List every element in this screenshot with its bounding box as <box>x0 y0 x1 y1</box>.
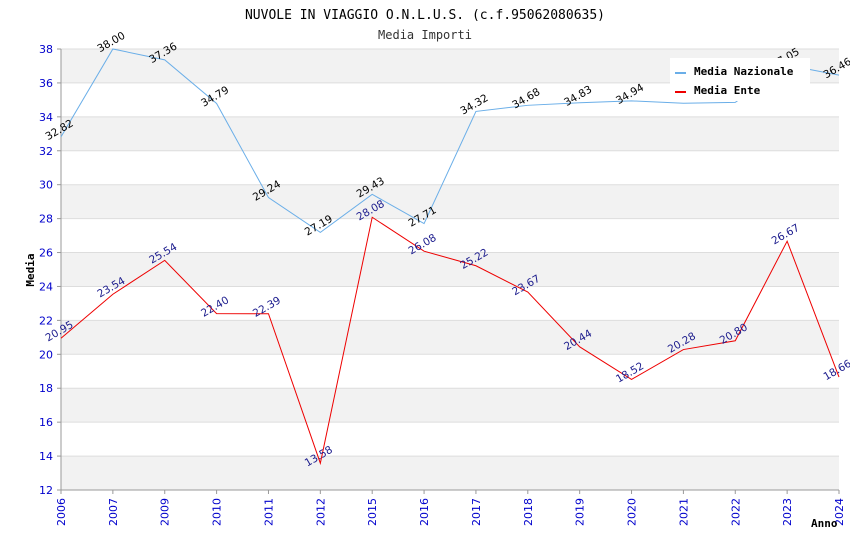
data-label: 18.52 <box>614 360 646 385</box>
x-tick-label: 2019 <box>574 498 587 526</box>
x-tick-label: 2017 <box>470 498 483 526</box>
x-tick-label: 2018 <box>522 498 535 526</box>
x-tick-label: 2010 <box>211 498 224 526</box>
x-tick-label: 2011 <box>262 498 275 526</box>
y-tick-label: 28 <box>39 213 53 226</box>
chart-title: NUVOLE IN VIAGGIO O.N.L.U.S. (c.f.950620… <box>245 8 605 23</box>
y-tick-label: 22 <box>39 314 53 327</box>
axes <box>60 49 839 491</box>
data-label: 22.40 <box>199 294 231 319</box>
y-tick-label: 20 <box>39 348 53 361</box>
data-label: 34.94 <box>614 81 646 107</box>
y-tick-label: 26 <box>39 247 53 260</box>
x-tick-label: 2012 <box>314 498 327 526</box>
chart-subtitle: Media Importi <box>378 28 472 42</box>
grid-lines <box>61 48 839 491</box>
data-label: 22.39 <box>251 294 283 319</box>
y-tick-label: 30 <box>39 179 53 192</box>
legend-label-nazionale: Media Nazionale <box>694 65 794 78</box>
x-tick-label: 2006 <box>55 498 68 526</box>
y-tick-label: 18 <box>39 382 53 395</box>
grid-bands <box>61 49 839 490</box>
y-tick-label: 14 <box>39 450 53 463</box>
y-tick-label: 38 <box>39 43 53 56</box>
y-axis-ticks: 12 14 16 18 20 22 24 26 28 30 32 34 36 38 <box>39 43 61 497</box>
series-line <box>60 216 840 466</box>
y-axis-label: Media <box>24 253 37 286</box>
series-lines <box>60 48 840 466</box>
grid-band <box>61 184 839 219</box>
grid-band <box>61 388 839 423</box>
grid-band <box>61 116 839 151</box>
series-line <box>60 48 840 233</box>
data-label: 34.79 <box>199 84 231 109</box>
x-tick-label: 2022 <box>729 498 742 526</box>
y-tick-label: 24 <box>39 280 53 293</box>
x-tick-label: 2015 <box>366 498 379 526</box>
x-axis-ticks: 2006 2007 2009 2010 2011 2012 2015 2016 2017 2018… <box>55 490 846 526</box>
y-tick-label: 32 <box>39 145 53 158</box>
x-tick-label: 2009 <box>159 498 172 526</box>
data-label: 34.83 <box>562 83 594 108</box>
x-tick-label: 2021 <box>677 498 690 526</box>
x-tick-label: 2023 <box>781 498 794 526</box>
legend: Media Nazionale Media Ente <box>670 58 810 101</box>
legend-box <box>670 58 810 101</box>
x-axis-label: Anno <box>811 517 838 530</box>
x-tick-label: 2016 <box>418 498 431 526</box>
x-tick-label: 2020 <box>626 498 639 526</box>
grid-band <box>61 456 839 490</box>
grid-band <box>61 252 839 287</box>
y-tick-label: 16 <box>39 416 53 429</box>
y-tick-label: 36 <box>39 77 53 90</box>
legend-label-ente: Media Ente <box>694 84 761 97</box>
x-tick-label: 2007 <box>107 498 120 526</box>
data-label: 18.66 <box>821 358 850 384</box>
data-label: 34.68 <box>510 86 542 111</box>
grid-band <box>61 320 839 355</box>
y-tick-label: 34 <box>39 111 53 124</box>
x-tick-label: 2024 <box>833 498 846 526</box>
y-tick-label: 12 <box>39 484 53 497</box>
